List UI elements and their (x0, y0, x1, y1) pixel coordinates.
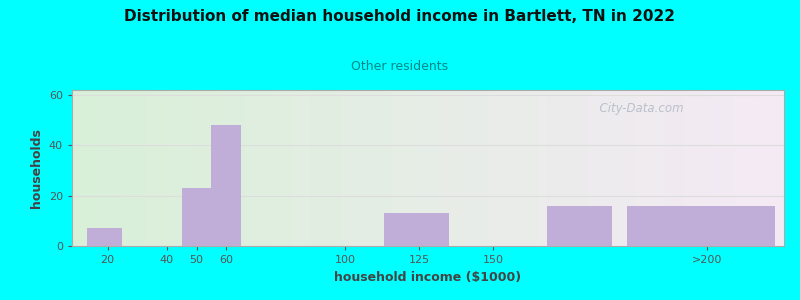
Bar (211, 125, 241, 246)
Bar (546, 206, 612, 246)
Bar (626, 206, 775, 246)
Bar (87, 228, 122, 246)
Text: Distribution of median household income in Bartlett, TN in 2022: Distribution of median household income … (125, 9, 675, 24)
Text: Other residents: Other residents (351, 60, 449, 73)
Y-axis label: households: households (30, 128, 43, 208)
Text: City-Data.com: City-Data.com (592, 102, 683, 115)
X-axis label: household income ($1000): household income ($1000) (334, 271, 522, 284)
Bar (383, 213, 449, 246)
Bar (182, 188, 211, 246)
